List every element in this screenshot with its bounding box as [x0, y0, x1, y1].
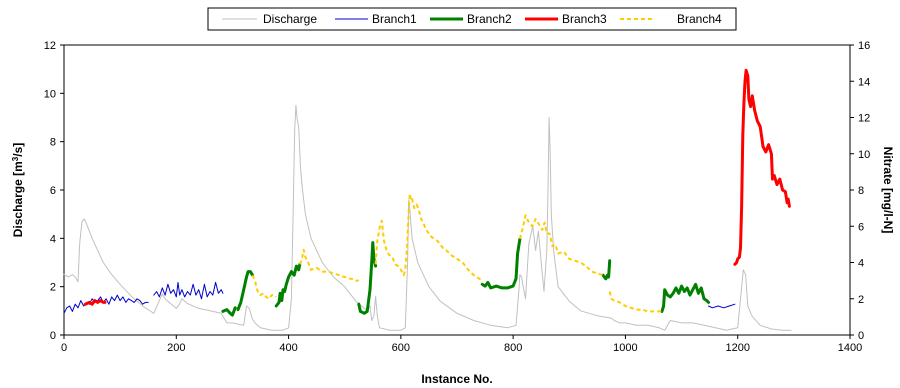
y-left-tick-label: 4	[50, 233, 56, 245]
legend-label-discharge: Discharge	[263, 12, 317, 26]
y-left-tick-label: 12	[44, 40, 56, 52]
y-right-tick-label: 14	[858, 76, 870, 88]
y-right-tick-label: 2	[858, 294, 864, 306]
y-left-title-sup: 3	[11, 156, 20, 161]
y-left-tick-label: 6	[50, 185, 56, 197]
legend-box	[207, 7, 737, 31]
x-axis-title: Instance No.	[421, 372, 492, 386]
y-right-tick-label: 4	[858, 258, 864, 270]
y-right-tick-label: 6	[858, 221, 864, 233]
series-branch2-line	[274, 262, 302, 308]
axis-ticks: 0 200 400 600 800 1000 1200 1400024681012024681…	[44, 40, 871, 354]
y-left-tick-label: 2	[50, 282, 56, 294]
series-branch1-line	[63, 294, 149, 314]
legend-label-branch4: Branch4	[677, 12, 722, 26]
y-right-axis-title: Nitrate [mg/l-N]	[881, 147, 895, 234]
series-branch1-line	[708, 303, 736, 309]
series-branch4-line	[518, 214, 604, 277]
x-tick-label: 1200	[725, 342, 749, 354]
series-branch4-line	[608, 291, 662, 313]
series-branch2-line	[357, 241, 378, 315]
y-right-tick-label: 12	[858, 113, 870, 125]
y-left-tick-label: 10	[44, 88, 56, 100]
series-branch2-line	[480, 237, 522, 290]
legend-label-branch3: Branch3	[562, 12, 607, 26]
x-tick-label: 1400	[838, 342, 862, 354]
x-tick-label: 200	[167, 342, 185, 354]
series-branch4-line	[251, 274, 277, 300]
series-branch3-line	[733, 68, 791, 266]
y-left-title-part2: /s]	[11, 143, 25, 157]
y-left-tick-label: 0	[50, 330, 56, 342]
x-tick-label: 1000	[613, 342, 637, 354]
series-branch2-line	[236, 270, 255, 312]
x-tick-label: 400	[279, 342, 297, 354]
series-branch3-line	[83, 299, 107, 306]
plot-area	[63, 44, 851, 336]
y-right-tick-label: 10	[858, 149, 870, 161]
y-left-title-part1: Discharge [m	[11, 161, 25, 237]
x-tick-label: 800	[504, 342, 522, 354]
x-tick-label: 0	[61, 342, 67, 354]
series-branch4-line	[298, 248, 359, 282]
x-tick-label: 600	[392, 342, 410, 354]
series-discharge-line	[63, 104, 792, 331]
y-right-tick-label: 16	[858, 40, 870, 52]
y-left-axis-title: Discharge [m3/s]	[11, 143, 26, 238]
series-branch2-line	[221, 306, 237, 317]
legend: Discharge Branch1 Branch2 Branch3 Branch…	[207, 7, 737, 31]
y-right-tick-label: 8	[858, 185, 864, 197]
series-branch2-line	[660, 282, 710, 313]
legend-label-branch1: Branch1	[372, 12, 417, 26]
series-branch2-line	[601, 259, 612, 281]
y-right-tick-label: 0	[858, 330, 864, 342]
series-branch4-line	[374, 192, 483, 282]
series-branch1-line	[153, 281, 224, 300]
legend-label-branch2: Branch2	[467, 12, 512, 26]
series-layer	[63, 68, 792, 331]
y-left-tick-label: 8	[50, 137, 56, 149]
